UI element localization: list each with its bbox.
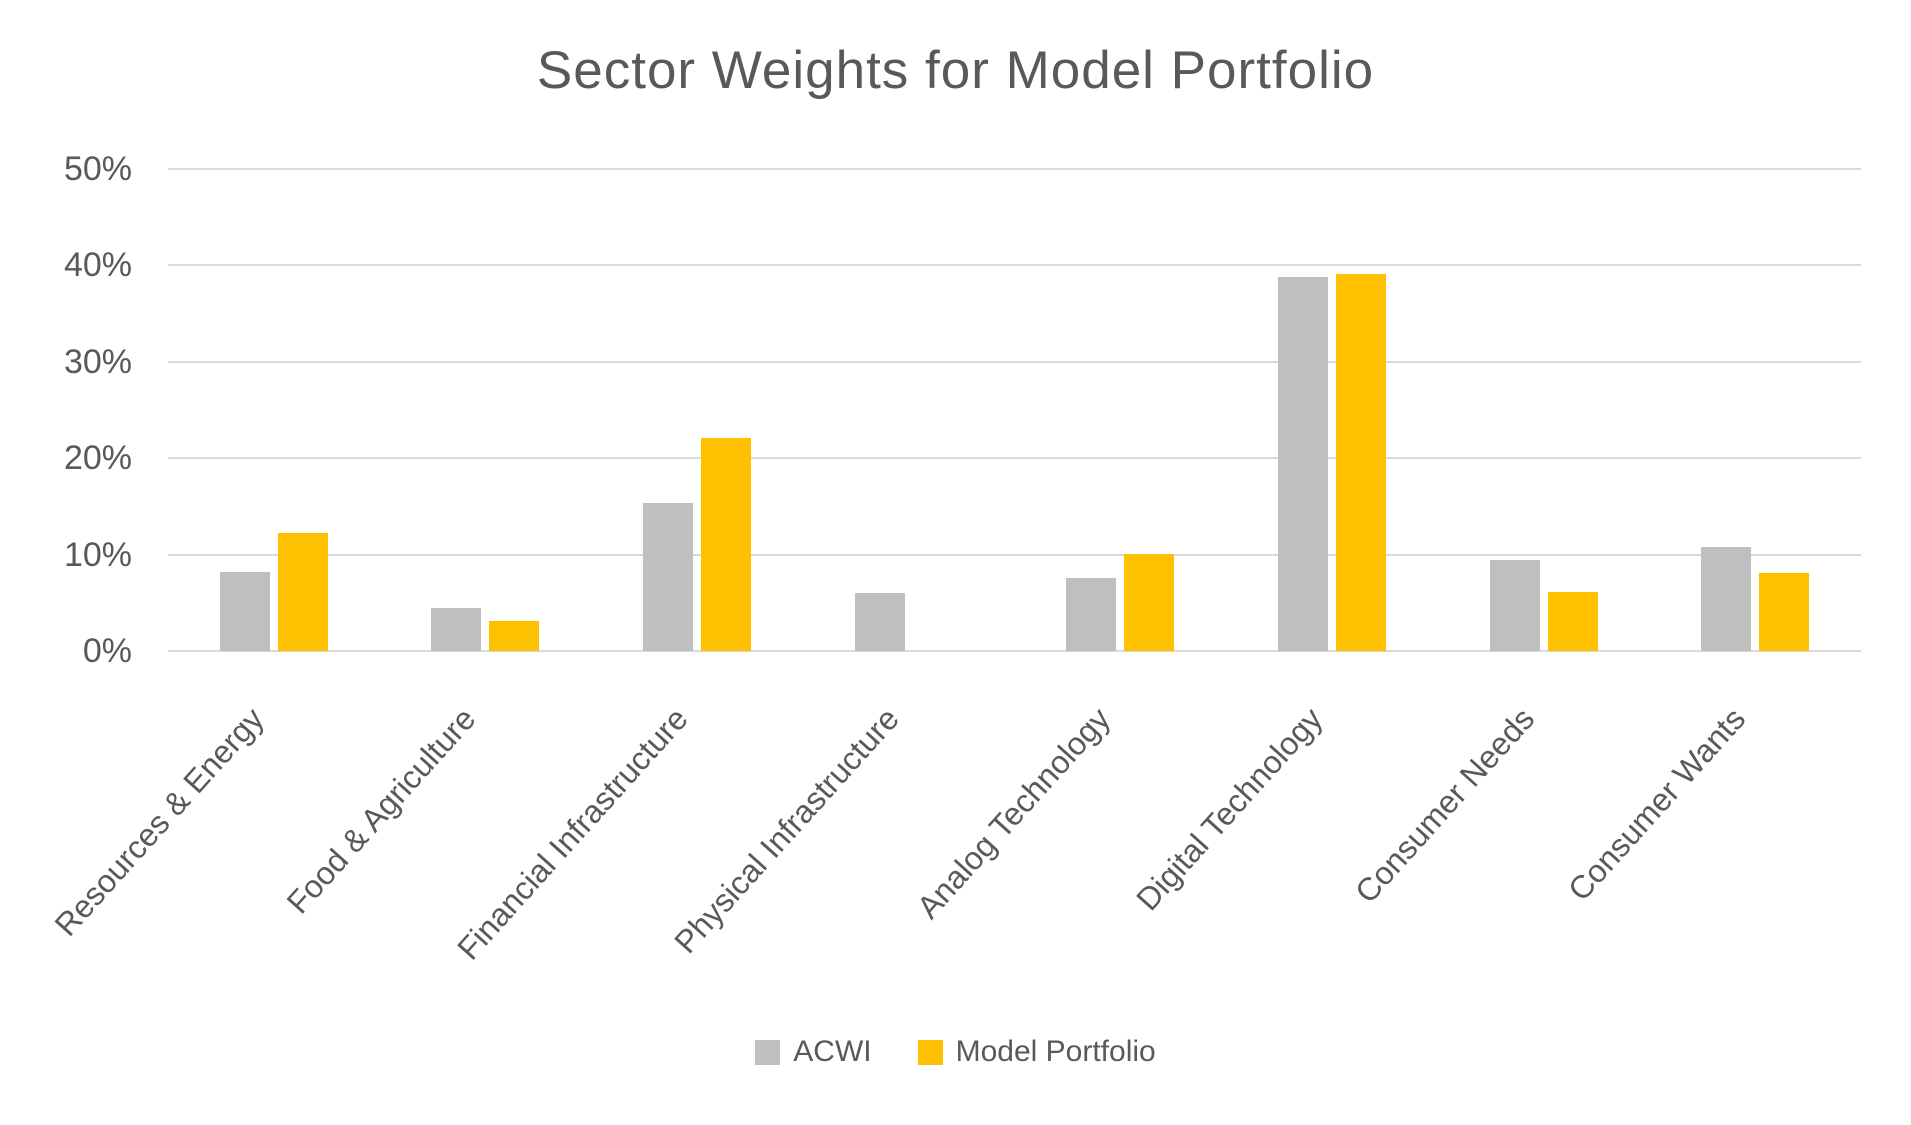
legend-item-model-portfolio: Model Portfolio [917,1035,1156,1069]
y-axis-label-10: 10% [63,535,132,574]
bar-model-portfolio-digital-technology [1335,274,1386,651]
legend-label-model-portfolio: Model Portfolio [955,1035,1156,1068]
bar-model-portfolio-resources-energy [277,533,328,651]
gridline-20 [168,457,1861,460]
bars [168,169,1861,651]
bar-acwi-analog-technology [1066,577,1117,651]
x-axis-label-food-agriculture: Food & Agriculture [279,700,483,921]
gridline-30 [168,360,1861,363]
bar-acwi-physical-infrastructure [854,593,905,651]
x-axis-label-consumer-wants: Consumer Wants [1561,700,1753,908]
bar-acwi-consumer-wants [1701,546,1752,651]
legend-swatch-acwi [755,1039,781,1065]
x-axis-label-digital-technology: Digital Technology [1129,700,1330,918]
gridline-10 [168,553,1861,556]
gridline-50 [168,168,1861,170]
y-axis-label-40: 40% [63,246,132,285]
legend-swatch-model-portfolio [917,1039,943,1065]
x-axis-label-physical-infrastructure: Physical Infrastructure [667,700,906,961]
bar-acwi-resources-energy [219,571,270,651]
bar-model-portfolio-financial-infrastructure [701,437,752,651]
legend: ACWI Model Portfolio [0,1035,1911,1069]
legend-item-acwi: ACWI [755,1035,872,1069]
x-axis-label-resources-energy: Resources & Energy [47,700,272,943]
y-axis-label-50: 50% [63,150,132,188]
x-axis-label-financial-infrastructure: Financial Infrastructure [449,700,695,967]
bar-acwi-food-agriculture [431,607,482,651]
y-axis-label-20: 20% [63,439,132,478]
x-axis-label-consumer-needs: Consumer Needs [1347,700,1541,910]
bar-acwi-consumer-needs [1489,560,1540,651]
x-axis-label-analog-technology: Analog Technology [910,700,1118,926]
legend-label-acwi: ACWI [793,1035,872,1068]
gridline-40 [168,264,1861,267]
bar-model-portfolio-analog-technology [1124,553,1175,651]
y-axis-label-30: 30% [63,342,132,381]
gridlines [168,168,1861,652]
bar-model-portfolio-consumer-wants [1759,572,1810,651]
plot-area [168,168,1861,652]
bar-acwi-financial-infrastructure [643,502,694,651]
bar-model-portfolio-food-agriculture [489,621,540,651]
y-axis-label-0: 0% [82,632,132,670]
gridline-0 [168,650,1861,652]
bar-acwi-digital-technology [1277,276,1328,651]
chart-title: Sector Weights for Model Portfolio [536,41,1375,100]
bar-model-portfolio-consumer-needs [1547,592,1598,651]
